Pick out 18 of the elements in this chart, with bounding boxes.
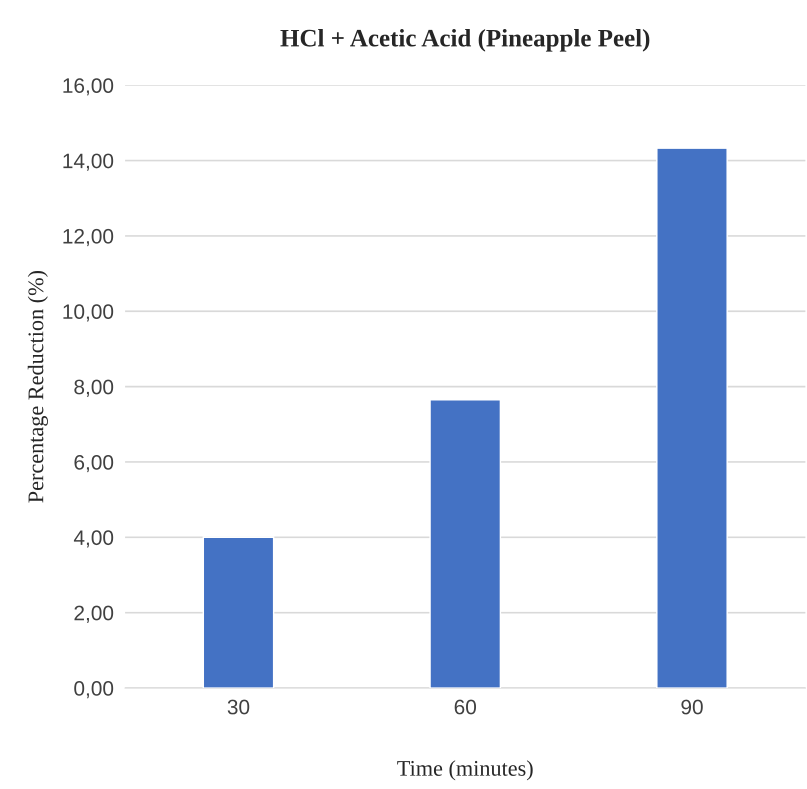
bar [656, 147, 728, 688]
y-tick-label: 10,00 [63, 304, 114, 322]
bar [429, 399, 502, 688]
y-tick-label: 4,00 [74, 530, 114, 548]
x-axis-title: Time (minutes) [397, 760, 533, 780]
chart-title: HCl + Acetic Acid (Pineapple Peel) [280, 28, 650, 52]
y-tick-label: 8,00 [74, 380, 114, 397]
y-tick-label: 12,00 [63, 228, 114, 246]
x-tick-label: 60 [454, 700, 476, 714]
bar [202, 536, 274, 688]
y-tick-label: 0,00 [74, 681, 114, 698]
y-axis-title: Percentage Reduction (%) [28, 270, 48, 503]
x-tick-label: 30 [228, 700, 250, 714]
y-tick-label: 16,00 [63, 78, 114, 96]
y-tick-label: 2,00 [74, 606, 114, 623]
x-tick-label: 90 [681, 700, 703, 714]
y-tick-label: 6,00 [74, 454, 114, 472]
y-tick-label: 14,00 [63, 154, 114, 171]
